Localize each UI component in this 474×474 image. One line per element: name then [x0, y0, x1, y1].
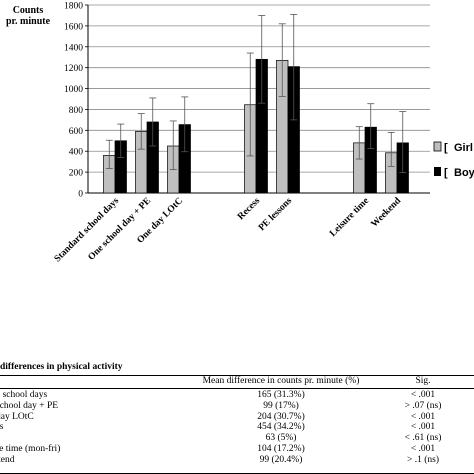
- legend-stub-boys: [: [444, 167, 448, 179]
- header-mean-difference: Mean difference in counts pr. minute (%): [202, 376, 360, 386]
- row-sig: < .001: [410, 443, 436, 454]
- row-mean-difference: 165 (31.3%): [257, 390, 305, 400]
- table-row: ss 454 (34.2%) < .001: [0, 422, 474, 433]
- y-tick-labels: 0 200 400 600 800 1000 1200 1400 1600 1800: [64, 2, 83, 200]
- y-tick-label: 1800: [64, 2, 83, 12]
- row-mean-difference: 99 (17%): [263, 400, 299, 411]
- y-tick-label: 400: [69, 148, 84, 158]
- row-label: kend: [0, 454, 15, 465]
- row-mean-difference: 454 (34.2%): [257, 422, 305, 433]
- table-row: day LOtC 204 (30.7%) < .001: [0, 412, 474, 423]
- table-row: 63 (5%) < .61 (ns): [0, 433, 474, 444]
- legend-label-girls: Girl: [454, 142, 473, 154]
- row-sig: < .001: [410, 390, 436, 400]
- bar-chart: Counts pr. minute 0 200 400 600 800 1000 1200 1…: [6, 2, 474, 265]
- row-label: day LOtC: [0, 411, 34, 422]
- row-mean-difference: 104 (17.2%): [257, 443, 305, 454]
- y-axis-label-line-2: pr. minute: [6, 16, 51, 27]
- row-mean-difference: 63 (5%): [265, 433, 297, 444]
- table-row: e school days 165 (31.3%) < .001: [0, 390, 474, 401]
- legend-swatch-boys: [434, 167, 441, 176]
- category-label: One school day + PE: [87, 196, 154, 263]
- y-tick-label: 1200: [64, 64, 83, 74]
- y-tick-label: 1000: [64, 85, 83, 95]
- row-sig: < .001: [410, 422, 436, 433]
- category-label: Recess: [236, 196, 262, 222]
- legend-swatch-girls: [433, 141, 442, 152]
- row-sig: > .1 (ns): [406, 454, 439, 465]
- table-title: differences in physical activity: [0, 362, 123, 372]
- category-label: PE lessons: [257, 196, 294, 233]
- y-tick-label: 800: [69, 106, 84, 116]
- row-label: school day + PE: [0, 400, 59, 411]
- legend-stub-girls: [: [444, 142, 448, 154]
- row-sig: > .07 (ns): [404, 400, 442, 411]
- bars: [103, 58, 409, 194]
- y-axis-label-line-1: Counts: [13, 5, 44, 16]
- header-sig: Sig.: [415, 376, 431, 386]
- table-rule-header: [0, 388, 474, 389]
- category-label: Leisure time: [328, 196, 371, 239]
- row-mean-difference: 99 (20.4%): [259, 454, 303, 465]
- y-tick-label: 600: [69, 127, 84, 137]
- legend: [ Girl [ Boy: [433, 141, 474, 179]
- y-axis-label: Counts pr. minute: [6, 5, 51, 27]
- error-bars: [105, 13, 407, 174]
- table-row: kend 99 (20.4%) > .1 (ns): [0, 455, 474, 466]
- row-label: re time (mon-fri): [0, 443, 61, 454]
- table-row: school day + PE 99 (17%) > .07 (ns): [0, 401, 474, 412]
- row-sig: < .61 (ns): [404, 433, 442, 444]
- difference-table: differences in physical activity Mean di…: [0, 362, 474, 474]
- table-body: e school days 165 (31.3%) < .001 school …: [0, 390, 474, 466]
- y-tick-label: 200: [69, 169, 84, 179]
- y-tick-label: 0: [78, 190, 83, 200]
- row-mean-difference: 204 (30.7%): [257, 411, 305, 422]
- legend-label-boys: Boy: [454, 167, 474, 179]
- row-label: ss: [0, 422, 4, 433]
- row-sig: < .001: [410, 411, 436, 422]
- y-tick-label: 1400: [64, 43, 83, 53]
- y-tick-label: 1600: [64, 22, 83, 32]
- row-label: e school days: [0, 390, 48, 400]
- table-rule-top: [0, 375, 474, 376]
- category-label: Weekend: [370, 196, 404, 230]
- table-row: re time (mon-fri) 104 (17.2%) < .001: [0, 444, 474, 455]
